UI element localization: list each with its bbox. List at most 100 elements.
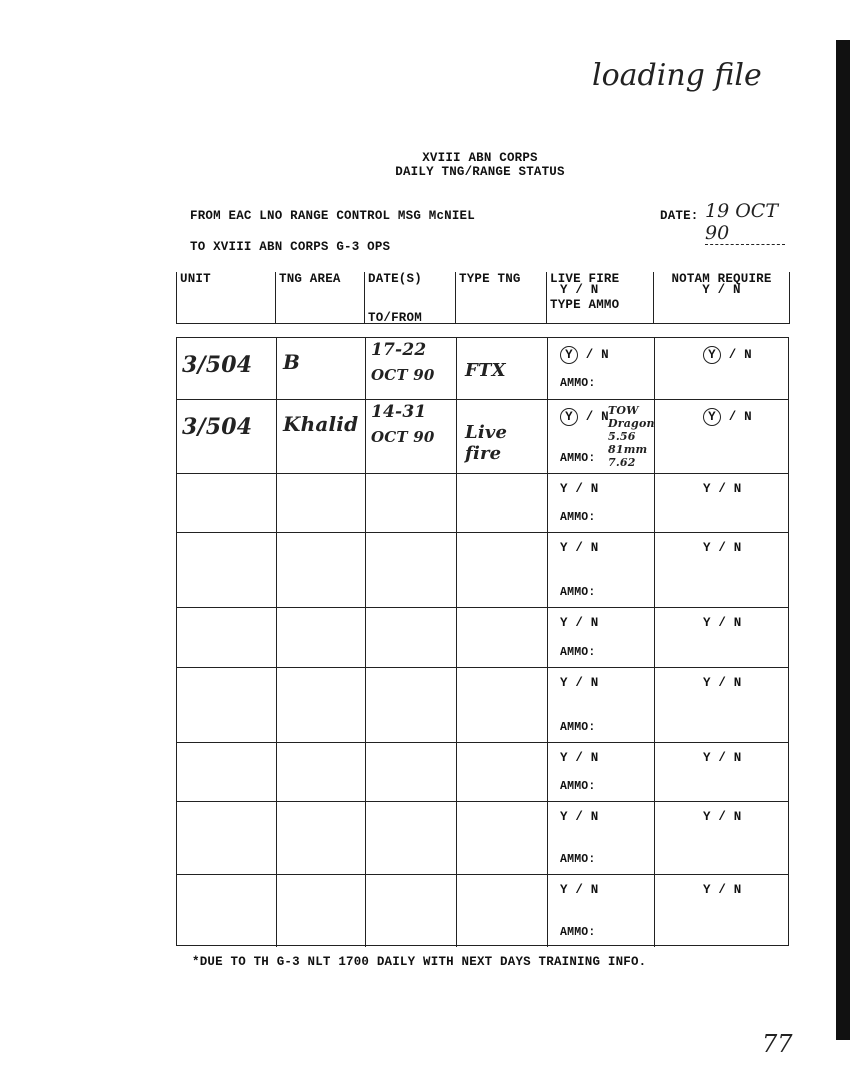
no-option[interactable]: / N bbox=[710, 541, 742, 555]
type-tng-cell: FTX bbox=[456, 338, 547, 399]
type-tng-cell bbox=[456, 474, 547, 532]
yes-no-selector[interactable]: Y / N bbox=[703, 616, 742, 630]
column-header: TNG AREA bbox=[275, 272, 364, 323]
yes-option[interactable]: Y bbox=[703, 883, 711, 897]
column-header-line1: LIVE FIRE bbox=[550, 272, 620, 286]
unit-cell: 3/504 bbox=[177, 338, 276, 399]
status-table: 3/504 B 17-22 OCT 90 FTX Y / N AMMO: Y / N 3/504… bbox=[176, 337, 790, 947]
yes-option[interactable]: Y bbox=[560, 616, 568, 630]
tng-area-cell: B bbox=[276, 338, 365, 399]
dates-cell bbox=[365, 743, 456, 801]
yes-no-selector[interactable]: Y / N bbox=[560, 676, 599, 690]
yes-no-selector[interactable]: Y / N bbox=[703, 408, 752, 426]
dates-cell bbox=[365, 802, 456, 874]
column-header-line3: TYPE AMMO bbox=[550, 298, 620, 312]
unit-cell bbox=[177, 802, 276, 874]
yes-option[interactable]: Y bbox=[560, 346, 578, 364]
dates-cell bbox=[365, 668, 456, 742]
no-option[interactable]: / N bbox=[710, 883, 742, 897]
no-option[interactable]: / N bbox=[567, 810, 599, 824]
unit-cell bbox=[177, 608, 276, 667]
column-header-line1: TNG AREA bbox=[279, 272, 341, 286]
unit-cell bbox=[177, 875, 276, 947]
no-option[interactable]: / N bbox=[721, 410, 752, 424]
yes-option[interactable]: Y bbox=[560, 676, 568, 690]
ammo-value: TOW Dragon 5.56 81mm 7.62 bbox=[608, 404, 655, 469]
unit-value: 3/504 bbox=[182, 352, 253, 378]
live-fire-cell: Y / N AMMO: bbox=[547, 608, 654, 667]
dates-cell bbox=[365, 875, 456, 947]
ammo-label: AMMO: bbox=[560, 721, 596, 734]
yes-no-selector[interactable]: Y / N bbox=[703, 883, 742, 897]
live-fire-cell: Y / N AMMO: bbox=[547, 875, 654, 947]
table-row: 3/504 Khalid 14-31 OCT 90 Live fire Y / N AMMO… bbox=[177, 399, 788, 473]
yes-option[interactable]: Y bbox=[703, 408, 721, 426]
yes-option[interactable]: Y bbox=[703, 676, 711, 690]
yes-option[interactable]: Y bbox=[703, 541, 711, 555]
yes-no-selector[interactable]: Y / N bbox=[703, 482, 742, 496]
yes-no-selector[interactable]: Y / N bbox=[703, 676, 742, 690]
yes-no-selector[interactable]: Y / N bbox=[703, 346, 752, 364]
yes-option[interactable]: Y bbox=[560, 883, 568, 897]
tng-area-cell bbox=[276, 668, 365, 742]
column-header-line1: NOTAM REQUIRE bbox=[671, 272, 772, 286]
type-tng-cell bbox=[456, 802, 547, 874]
dates-cell bbox=[365, 474, 456, 532]
live-fire-cell: Y / N AMMO: bbox=[547, 474, 654, 532]
no-option[interactable]: / N bbox=[710, 751, 742, 765]
no-option[interactable]: / N bbox=[567, 482, 599, 496]
dates-cell: 17-22 OCT 90 bbox=[365, 338, 456, 399]
yes-no-selector[interactable]: Y / N bbox=[703, 810, 742, 824]
yes-option[interactable]: Y bbox=[560, 751, 568, 765]
yes-option[interactable]: Y bbox=[560, 408, 578, 426]
column-header-line3: TO/FROM bbox=[368, 311, 422, 325]
no-option[interactable]: / N bbox=[567, 751, 599, 765]
no-option[interactable]: / N bbox=[567, 616, 599, 630]
ammo-label: AMMO: bbox=[560, 586, 596, 599]
yes-no-selector[interactable]: Y / N bbox=[703, 541, 742, 555]
yes-no-selector[interactable]: Y / N bbox=[560, 810, 599, 824]
unit-cell bbox=[177, 474, 276, 532]
type-tng-value: Live fire bbox=[465, 422, 508, 464]
column-header-line1: DATE(S) bbox=[368, 272, 422, 286]
yes-option[interactable]: Y bbox=[703, 810, 711, 824]
table-row: Y / N AMMO: Y / N bbox=[177, 874, 788, 947]
yes-option[interactable]: Y bbox=[560, 482, 568, 496]
unit-cell bbox=[177, 743, 276, 801]
no-option[interactable]: / N bbox=[710, 482, 742, 496]
no-option[interactable]: / N bbox=[567, 883, 599, 897]
doc-title-line1: XVIII ABN CORPS bbox=[422, 151, 538, 165]
no-option[interactable]: / N bbox=[721, 348, 752, 362]
yes-no-selector[interactable]: Y / N bbox=[560, 883, 599, 897]
notam-cell: Y / N bbox=[654, 743, 790, 801]
yes-option[interactable]: Y bbox=[703, 751, 711, 765]
yes-no-selector[interactable]: Y / N bbox=[560, 541, 599, 555]
no-option[interactable]: / N bbox=[567, 676, 599, 690]
yes-option[interactable]: Y bbox=[703, 346, 721, 364]
tng-area-cell bbox=[276, 743, 365, 801]
yes-no-selector[interactable]: Y / N bbox=[703, 751, 742, 765]
yes-no-selector[interactable]: Y / N bbox=[560, 346, 609, 364]
no-option[interactable]: / N bbox=[578, 410, 609, 424]
yes-no-selector[interactable]: Y / N bbox=[560, 616, 599, 630]
yes-no-selector[interactable]: Y / N bbox=[560, 482, 599, 496]
yes-option[interactable]: Y bbox=[703, 616, 711, 630]
no-option[interactable]: / N bbox=[710, 676, 742, 690]
yes-option[interactable]: Y bbox=[560, 541, 568, 555]
yes-no-selector[interactable]: Y / N bbox=[560, 408, 609, 426]
tng-area-cell bbox=[276, 533, 365, 607]
yes-option[interactable]: Y bbox=[560, 810, 568, 824]
notam-cell: Y / N bbox=[654, 338, 790, 399]
live-fire-cell: Y / N AMMO: TOW Dragon 5.56 81mm 7.62 bbox=[547, 400, 655, 473]
type-tng-cell bbox=[456, 875, 547, 947]
yes-option[interactable]: Y bbox=[703, 482, 711, 496]
no-option[interactable]: / N bbox=[578, 348, 609, 362]
no-option[interactable]: / N bbox=[710, 810, 742, 824]
table-header: UNIT TNG AREA DATE(S) TO/FROM TYPE TNG LIVE F… bbox=[176, 272, 790, 325]
date-range-value: 14-31 bbox=[371, 402, 427, 422]
no-option[interactable]: / N bbox=[710, 616, 742, 630]
yes-no-selector[interactable]: Y / N bbox=[560, 751, 599, 765]
tng-area-cell bbox=[276, 608, 365, 667]
no-option[interactable]: / N bbox=[567, 541, 599, 555]
table-row: Y / N AMMO: Y / N bbox=[177, 742, 788, 801]
